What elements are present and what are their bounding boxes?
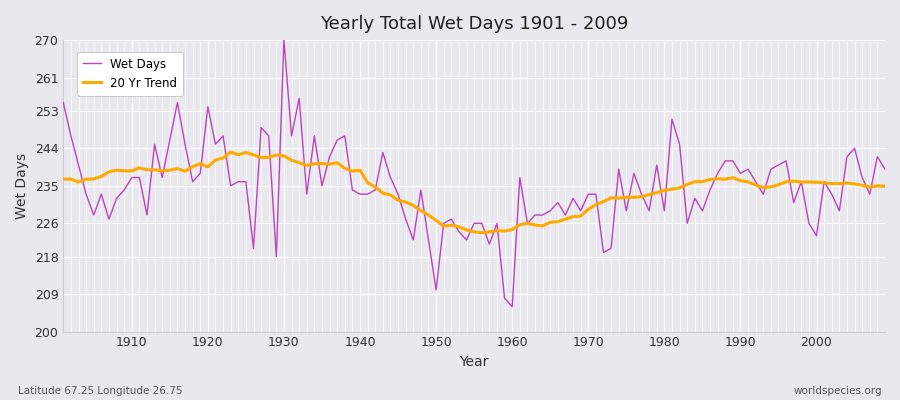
20 Yr Trend [293,160,304,165]
Wet Days [613,167,624,172]
Wet Days [58,100,68,105]
Wet Days [119,188,130,192]
Text: Latitude 67.25 Longitude 26.75: Latitude 67.25 Longitude 26.75 [18,386,183,396]
Legend: Wet Days, 20 Yr Trend: Wet Days, 20 Yr Trend [77,52,184,96]
20 Yr Trend [225,150,236,154]
Text: worldspecies.org: worldspecies.org [794,386,882,396]
Wet Days [278,38,289,42]
20 Yr Trend [339,166,350,171]
Y-axis label: Wet Days: Wet Days [15,153,29,219]
Line: 20 Yr Trend: 20 Yr Trend [63,152,885,233]
Wet Days [515,175,526,180]
20 Yr Trend [119,168,130,173]
20 Yr Trend [613,196,624,200]
X-axis label: Year: Year [460,355,489,369]
20 Yr Trend [58,177,68,182]
20 Yr Trend [522,221,533,226]
Title: Yearly Total Wet Days 1901 - 2009: Yearly Total Wet Days 1901 - 2009 [320,15,628,33]
20 Yr Trend [515,222,526,227]
Wet Days [293,96,304,101]
Wet Days [339,134,350,138]
20 Yr Trend [476,230,487,235]
Wet Days [522,221,533,226]
20 Yr Trend [879,184,890,189]
Line: Wet Days: Wet Days [63,40,885,307]
Wet Days [507,304,517,309]
Wet Days [879,167,890,172]
